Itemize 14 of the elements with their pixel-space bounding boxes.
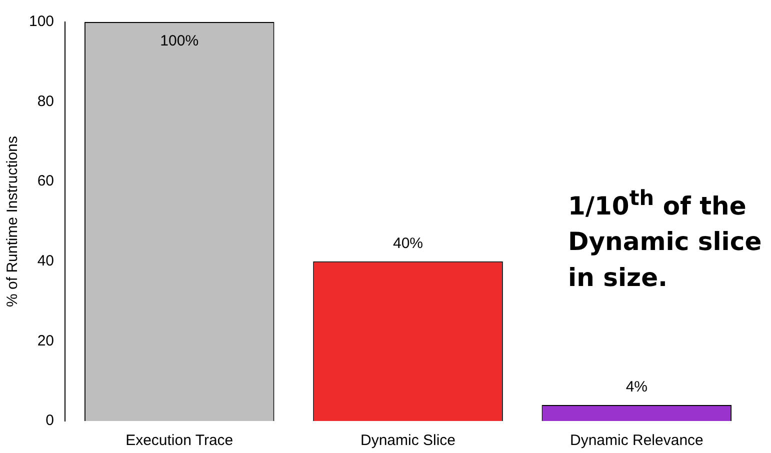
y-tick-label: 40 [37,252,54,270]
annotation: 1/10$^{th}$ of the Dynamic slice in size. [568,180,768,296]
y-tick-label: 0 [46,412,54,430]
y-tick-label: 60 [37,172,54,190]
data-label: 4% [626,378,648,396]
data-label: 40% [393,235,424,252]
y-axis-title: % of Runtime Instructions [4,136,22,307]
data-label: 100% [160,32,199,50]
x-tick-label: Execution Trace [126,432,234,450]
y-tick-label: 100 [28,13,54,30]
y-tick-label: 80 [37,92,54,110]
x-tick-label: Dynamic Slice [360,432,456,450]
x-tick-label: Dynamic Relevance [570,432,704,450]
y-tick-label: 20 [37,332,54,350]
